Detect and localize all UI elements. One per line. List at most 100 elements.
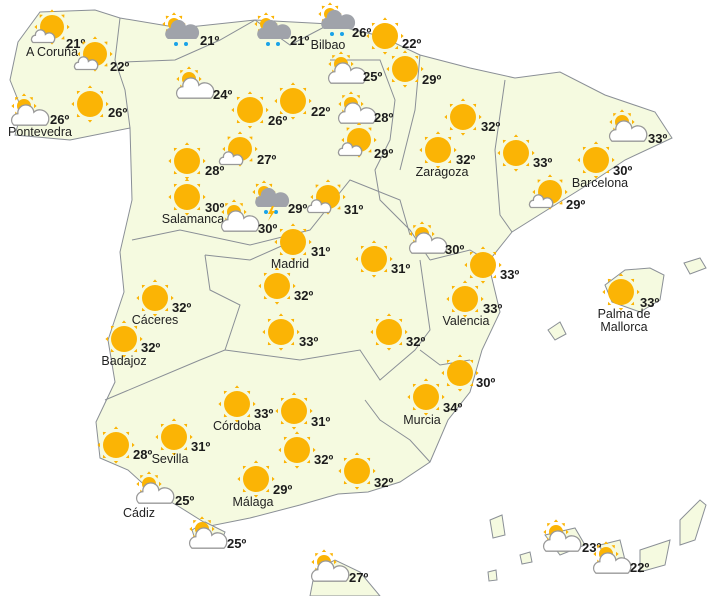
sun-icon	[446, 280, 484, 318]
sun-weather-icon	[269, 77, 317, 130]
city-label: Cádiz	[123, 506, 155, 520]
sun-icon	[168, 178, 206, 216]
canary-west-4	[519, 551, 533, 565]
temperature-label: 23º	[582, 540, 602, 555]
menorca	[683, 257, 707, 275]
temperature-label: 30º	[258, 221, 278, 236]
cloud-sun-weather-icon	[131, 466, 179, 519]
storm-weather-icon	[246, 176, 294, 229]
temperature-label: 29º	[288, 201, 308, 216]
temperature-label: 24º	[213, 87, 233, 102]
sun-weather-icon	[163, 173, 211, 226]
city-label: Murcia	[403, 413, 441, 427]
sun-weather-icon	[150, 413, 198, 466]
temperature-label: 33º	[500, 267, 520, 282]
temperature-label: 28º	[205, 163, 225, 178]
sun-cloud-weather-icon	[333, 119, 381, 172]
city-label: Barcelona	[571, 176, 629, 190]
sun-weather-icon	[253, 262, 301, 315]
rain-weather-icon	[156, 8, 204, 61]
temperature-label: 26º	[50, 112, 70, 127]
rain-drops-icon	[266, 42, 280, 46]
cloud-sun-weather-icon	[6, 88, 54, 141]
sun-weather-icon	[414, 126, 462, 179]
cloud-icon	[175, 77, 215, 99]
rain-weather-icon	[312, 0, 360, 51]
rain-weather-icon	[248, 8, 296, 61]
temperature-label: 32º	[456, 152, 476, 167]
cloud-icon	[310, 560, 350, 582]
ibiza	[547, 321, 567, 341]
sun-weather-icon	[92, 421, 140, 474]
cloud-icon	[255, 187, 290, 207]
cloud-icon	[408, 232, 448, 254]
cloud-sun-weather-icon	[404, 216, 452, 269]
cloud-sun-weather-icon	[306, 544, 354, 596]
city-label: Palma de Mallorca	[597, 307, 651, 334]
temperature-label: 21º	[66, 36, 86, 51]
sun-cloud-weather-icon	[214, 128, 262, 181]
temperature-label: 25º	[227, 536, 247, 551]
cloud-icon	[30, 29, 56, 44]
sun-icon	[278, 431, 316, 469]
temperature-label: 27º	[349, 570, 369, 585]
sun-icon	[105, 320, 143, 358]
sun-weather-icon	[273, 426, 321, 479]
temperature-label: 21º	[200, 33, 220, 48]
sun-weather-icon	[436, 349, 484, 402]
sun-icon	[370, 313, 408, 351]
sun-weather-icon	[439, 93, 487, 146]
temperature-label: 30º	[613, 163, 633, 178]
canary-west-3	[489, 514, 506, 539]
sun-icon	[258, 267, 296, 305]
sun-weather-icon	[441, 275, 489, 328]
cloud-sun-weather-icon	[333, 86, 381, 139]
temperature-label: 30º	[205, 200, 225, 215]
cloud-sun-weather-icon	[323, 46, 371, 99]
temperature-label: 26º	[352, 25, 372, 40]
sun-weather-icon	[163, 137, 211, 190]
sun-weather-icon	[572, 136, 620, 189]
sun-weather-icon	[365, 308, 413, 361]
temperature-label: 31º	[311, 414, 331, 429]
canary-east-2	[639, 539, 671, 573]
cloud-icon	[220, 210, 260, 232]
cloud-icon	[337, 102, 377, 124]
cloud-icon	[73, 56, 99, 71]
temperature-label: 26º	[108, 105, 128, 120]
sun-icon	[274, 82, 312, 120]
temperature-label: 33º	[299, 334, 319, 349]
sun-icon	[155, 418, 193, 456]
city-label: Cáceres	[131, 313, 179, 327]
sun-icon	[262, 313, 300, 351]
cloud-sun-weather-icon	[184, 511, 232, 564]
mainland	[9, 9, 673, 527]
cloud-sun-weather-icon	[538, 514, 586, 567]
cloud-sun-weather-icon	[171, 61, 219, 114]
sun-weather-icon	[459, 241, 507, 294]
sun-icon	[444, 98, 482, 136]
cloud-icon	[188, 527, 228, 549]
temperature-label: 25º	[363, 69, 383, 84]
temperature-label: 34º	[443, 400, 463, 415]
city-label: Córdoba	[213, 419, 261, 433]
sun-weather-icon	[257, 308, 305, 361]
sun-icon	[464, 246, 502, 284]
sun-weather-icon	[350, 235, 398, 288]
sun-weather-icon	[333, 447, 381, 500]
temperature-label: 32º	[314, 452, 334, 467]
sun-weather-icon	[402, 373, 450, 426]
sun-icon	[218, 385, 256, 423]
sun-weather-icon	[226, 86, 274, 139]
temperature-label: 33º	[648, 131, 668, 146]
cloud-icon	[135, 482, 175, 504]
sun-weather-icon	[131, 274, 179, 327]
sun-weather-icon	[66, 80, 114, 133]
temperature-label: 21º	[290, 33, 310, 48]
canary-east-1	[679, 499, 707, 546]
temperature-label: 22º	[110, 59, 130, 74]
city-label: Pontevedra	[8, 125, 72, 139]
sun-cloud-weather-icon	[69, 33, 117, 86]
sun-weather-icon	[232, 455, 280, 508]
